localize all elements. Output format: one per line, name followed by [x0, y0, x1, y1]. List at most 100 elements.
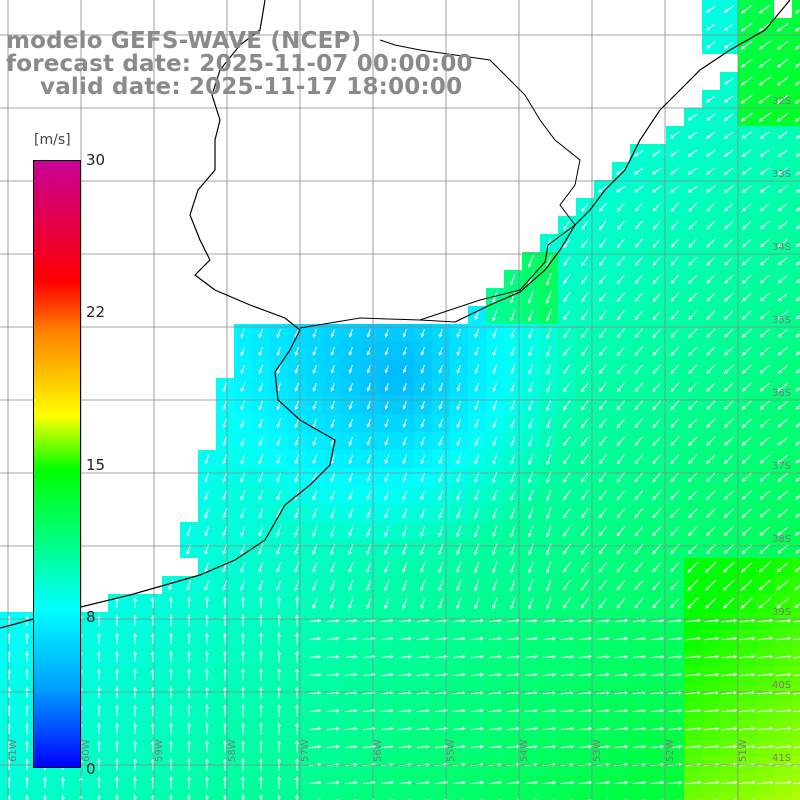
wind-arrow: [348, 472, 354, 483]
wind-arrow: [510, 364, 516, 375]
wind-arrow: [581, 418, 589, 429]
lat-label: 41S: [772, 753, 791, 764]
wind-arrow: [706, 5, 716, 13]
wind-arrow: [294, 472, 300, 483]
wind-arrow: [795, 387, 800, 392]
wind-arrow: [276, 525, 282, 537]
wind-arrow: [456, 346, 461, 357]
wind-arrow: [420, 508, 426, 519]
wind-arrow: [687, 131, 698, 139]
wind-arrow: [634, 256, 643, 266]
wind-arrow: [402, 597, 408, 610]
wind-arrow: [61, 794, 65, 800]
wind-arrow: [402, 579, 408, 592]
wind-arrow: [652, 238, 661, 248]
wind-arrow: [795, 549, 800, 554]
wind-arrow: [634, 400, 644, 411]
wind-arrow: [724, 274, 734, 284]
wind-arrow: [741, 436, 752, 446]
wind-arrow: [438, 346, 443, 356]
wind-arrow: [740, 76, 753, 86]
wind-arrow: [560, 654, 575, 659]
wind-arrow: [776, 94, 789, 104]
wind-arrow: [739, 780, 756, 785]
wind-arrow: [563, 418, 571, 429]
wind-arrow: [634, 292, 643, 302]
wind-arrow: [492, 489, 498, 501]
wind-arrow: [634, 220, 643, 230]
wind-arrow: [633, 167, 644, 175]
lon-label: 60W: [81, 739, 92, 762]
wind-arrow: [578, 744, 593, 749]
wind-arrow: [223, 650, 227, 663]
wind-arrow: [795, 189, 800, 193]
wind-cell: [792, 234, 800, 252]
wind-arrow: [25, 669, 29, 680]
wind-arrow: [617, 238, 625, 248]
wind-arrow: [312, 579, 318, 592]
wind-arrow: [723, 508, 734, 518]
wind-arrow: [741, 131, 752, 139]
colorbar-tick-15: 15: [86, 456, 106, 474]
wind-arrow: [169, 596, 173, 609]
wind-arrow: [510, 597, 516, 610]
wind-arrow: [97, 794, 101, 800]
wind-arrow: [546, 345, 552, 357]
wind-arrow: [632, 618, 647, 623]
wind-arrow: [616, 490, 626, 501]
wind-arrow: [668, 636, 683, 641]
wind-arrow: [724, 364, 734, 374]
wind-arrow: [652, 292, 661, 302]
wind-arrow: [276, 472, 282, 483]
wind-arrow: [632, 708, 647, 713]
wind-arrow: [685, 654, 702, 659]
wind-arrow: [474, 507, 480, 520]
wind-arrow: [345, 726, 358, 731]
wind-arrow: [598, 382, 607, 393]
wind-arrow: [563, 561, 571, 573]
wind-arrow: [581, 220, 589, 231]
wind-arrow: [492, 543, 498, 556]
wind-arrow: [115, 704, 119, 717]
wind-arrow: [759, 328, 770, 338]
wind-arrow: [133, 740, 137, 753]
wind-arrow: [598, 508, 607, 519]
wind-arrow: [435, 654, 448, 659]
wind-arrow: [327, 672, 340, 677]
wind-arrow: [277, 740, 281, 753]
wind-arrow: [417, 744, 430, 749]
wind-arrow: [474, 597, 480, 610]
wind-arrow: [668, 618, 683, 623]
wind-arrow: [240, 418, 246, 429]
wind-arrow: [295, 668, 299, 681]
wind-arrow: [742, 202, 752, 212]
wind-arrow: [115, 668, 119, 681]
wind-arrow: [187, 722, 191, 735]
wind-arrow: [384, 365, 389, 374]
wind-arrow: [706, 41, 716, 49]
wind-arrow: [775, 726, 792, 731]
wind-arrow: [739, 654, 756, 659]
wind-arrow: [668, 780, 683, 785]
wind-arrow: [652, 472, 662, 483]
wind-arrow: [741, 490, 752, 500]
wind-arrow: [277, 686, 281, 699]
wind-arrow: [528, 597, 534, 610]
wind-arrow: [757, 672, 774, 677]
wind-arrow: [596, 654, 611, 659]
wind-arrow: [757, 726, 774, 731]
lon-labels: 61W 60W 59W 58W 57W 56W 55W 54W 53W 52W 51W: [8, 739, 749, 762]
wind-arrow: [240, 526, 246, 537]
wind-arrow: [25, 722, 29, 735]
wind-arrow: [542, 636, 557, 641]
wind-arrow: [787, 798, 792, 800]
wind-arrow: [399, 636, 412, 641]
wind-arrow: [510, 418, 516, 429]
wind-arrow: [634, 238, 643, 248]
wind-arrow: [204, 454, 210, 465]
wind-arrow: [777, 292, 788, 302]
wind-cell: [792, 594, 800, 612]
wind-arrow: [205, 704, 209, 717]
wind-arrow: [793, 710, 800, 713]
